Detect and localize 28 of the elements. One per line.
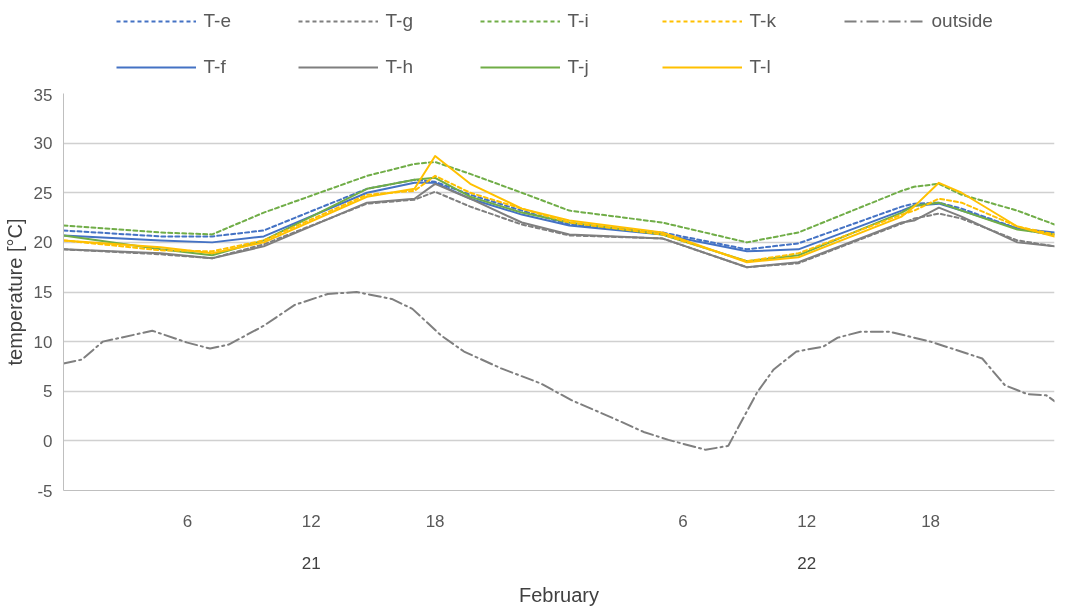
x-tick-label: 6 (678, 511, 688, 531)
legend-label: T-k (749, 10, 777, 32)
y-tick-label: 10 (33, 332, 53, 352)
legend-label: outside (931, 10, 994, 32)
legend-label: T-l (749, 56, 772, 78)
x-tick-label: 18 (425, 511, 445, 531)
x-axis-title: February (518, 583, 600, 606)
legend-label: T-f (203, 56, 227, 78)
legend-label: T-g (385, 10, 414, 32)
y-tick-label: 35 (33, 85, 53, 105)
x-tick-label: 18 (921, 511, 941, 531)
text: 22 (797, 553, 817, 573)
text: 21 (301, 553, 321, 573)
legend-label: T-j (567, 56, 590, 78)
legend-label: T-e (203, 10, 232, 32)
y-tick-label: 30 (33, 134, 53, 154)
y-axis-title: temperature [°C] (3, 218, 26, 366)
y-tick-label: 5 (43, 382, 53, 402)
x-tick-label: 12 (797, 511, 817, 531)
legend-label: T-h (385, 56, 414, 78)
legend-label: T-i (567, 10, 590, 32)
y-tick-label: 20 (33, 233, 53, 253)
x-tick-label: 12 (301, 511, 321, 531)
y-tick-label: 25 (33, 183, 53, 203)
y-tick-label: 0 (43, 431, 53, 451)
y-tick-label: -5 (37, 481, 53, 501)
y-tick-label: 15 (33, 283, 53, 302)
x-tick-label: 6 (182, 511, 193, 531)
